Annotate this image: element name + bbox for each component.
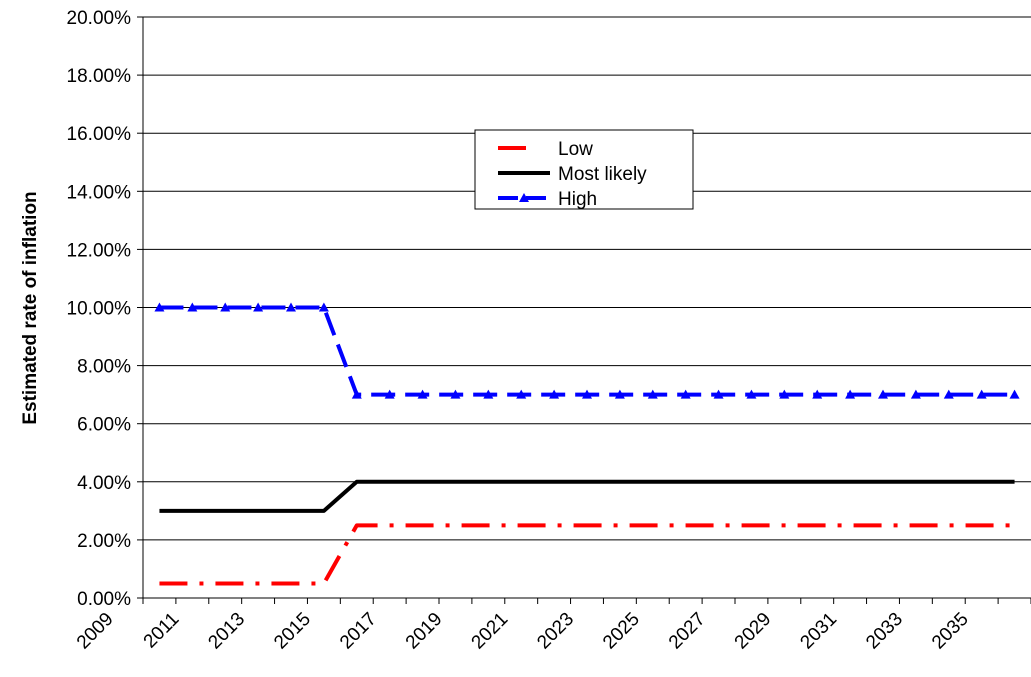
data-point-marker: [351, 389, 362, 399]
data-point-marker: [746, 389, 757, 399]
series-line: [159, 305, 1015, 397]
data-point-marker: [154, 302, 165, 312]
x-tick-label: 2023: [533, 609, 578, 654]
data-point-marker: [549, 389, 560, 399]
data-point-marker: [450, 389, 461, 399]
data-point-marker: [1009, 389, 1020, 399]
data-point-marker: [286, 302, 296, 312]
y-axis-title: Estimated rate of inflation: [20, 191, 41, 424]
y-tick-label: 6.00%: [77, 415, 131, 436]
x-tick-label: 2021: [468, 609, 513, 654]
data-point-marker: [647, 389, 658, 399]
data-point-marker: [779, 389, 790, 399]
series-line: [159, 479, 1015, 513]
x-tick-label: 2033: [862, 609, 907, 654]
y-tick-label: 20.00%: [67, 8, 132, 29]
data-point-marker: [713, 389, 724, 399]
series-low: [159, 523, 1015, 586]
data-point-marker: [812, 389, 823, 399]
data-point-marker: [878, 389, 888, 399]
x-tick-label: 2011: [140, 609, 184, 653]
x-tick-label: 2031: [796, 609, 841, 654]
data-point-marker: [680, 389, 691, 399]
data-point-marker: [519, 193, 529, 202]
data-point-marker: [187, 302, 198, 312]
legend-item: Low: [498, 139, 593, 160]
data-point-marker: [614, 389, 625, 399]
y-tick-label: 10.00%: [67, 299, 132, 320]
data-point-marker: [417, 389, 428, 399]
legend-item: High: [498, 189, 597, 210]
series-most-likely: [159, 479, 1015, 513]
x-tick-label: 2019: [402, 609, 447, 654]
data-point-marker: [384, 389, 395, 399]
x-tick-label: 2035: [928, 609, 973, 654]
y-tick-label: 18.00%: [67, 66, 132, 87]
legend-box: [474, 129, 694, 210]
data-point-marker: [976, 389, 987, 399]
x-tick-label: 2015: [270, 609, 315, 654]
data-point-marker: [318, 302, 329, 312]
data-point-marker: [516, 389, 527, 399]
legend-item: Most likely: [498, 164, 647, 185]
x-tick-label: 2029: [731, 609, 776, 654]
x-tick-label: 2009: [73, 609, 118, 654]
y-tick-labels: 0.00% 2.00% 4.00% 6.00% 8.00% 10.00% 12.00% 14.…: [67, 8, 132, 610]
y-tick-label: 8.00%: [77, 357, 131, 378]
x-tick-label: 2017: [336, 609, 381, 654]
x-tick-labels: 2009 2011 2013 2015 2017 2019 2021 2023 2025 2027…: [73, 609, 973, 654]
series-line: [159, 523, 1015, 586]
y-tick-label: 14.00%: [67, 182, 132, 203]
x-tick-label: 2025: [599, 609, 644, 654]
data-point-marker: [253, 302, 264, 312]
data-point-marker: [220, 302, 231, 312]
data-point-marker: [845, 389, 856, 399]
y-tick-label: 16.00%: [67, 124, 132, 145]
y-tick-label: 0.00%: [77, 589, 131, 610]
legend-label: Low: [558, 139, 593, 160]
legend-label: High: [558, 189, 597, 210]
series-lines: [154, 302, 1020, 586]
y-tick-label: 2.00%: [77, 531, 131, 552]
y-tick-label: 12.00%: [67, 240, 132, 261]
data-point-marker: [910, 389, 921, 399]
legend: Low Most likely High: [474, 129, 694, 210]
axes: [137, 16, 1031, 604]
data-point-marker: [943, 389, 954, 399]
data-point-marker: [582, 389, 592, 399]
x-tick-label: 2013: [204, 609, 249, 654]
gridlines: [143, 16, 1031, 541]
series-high: [154, 302, 1020, 399]
y-tick-label: 4.00%: [77, 473, 131, 494]
data-point-marker: [483, 389, 494, 399]
x-tick-label: 2027: [665, 609, 710, 654]
legend-label: Most likely: [558, 164, 647, 185]
